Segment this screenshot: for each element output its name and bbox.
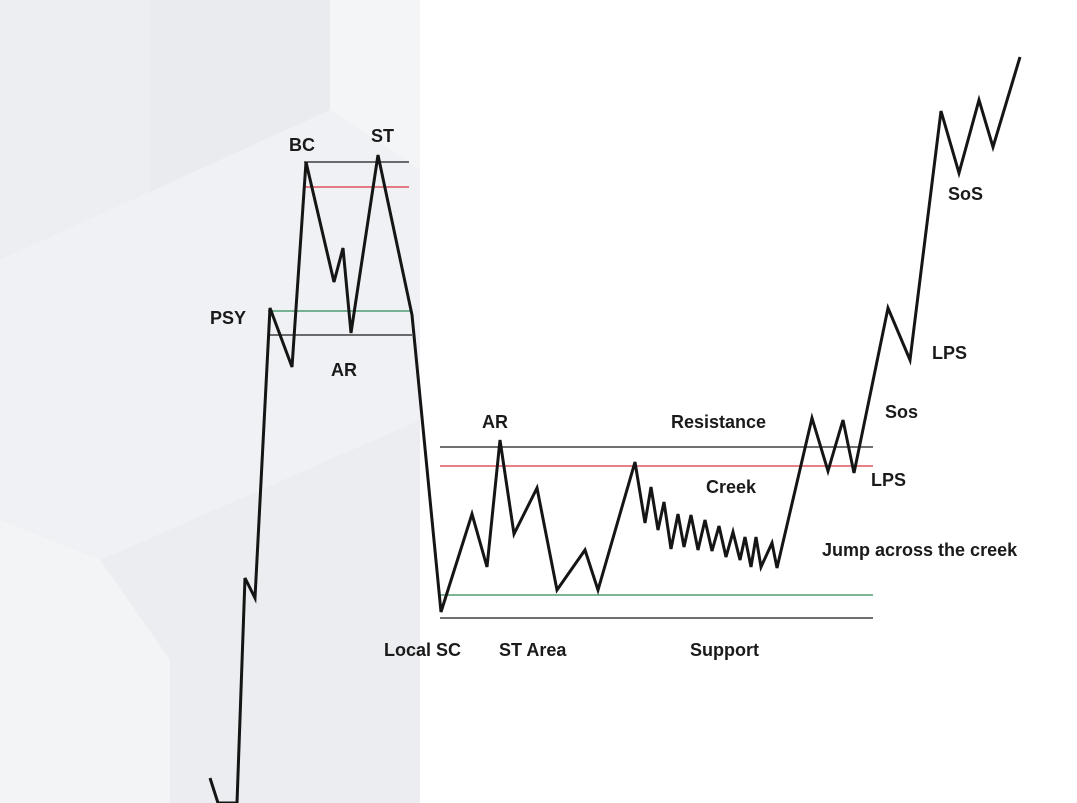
label-jump: Jump across the creek (822, 540, 1018, 560)
label-ar-range: AR (482, 412, 508, 432)
level-lines (268, 161, 873, 619)
label-sos-small: Sos (885, 402, 918, 422)
price-path (208, 56, 1022, 803)
label-psy: PSY (210, 308, 246, 328)
label-resistance: Resistance (671, 412, 766, 432)
labels: BC ST PSY AR AR Resistance Creek Jump ac… (210, 126, 1018, 660)
label-bc: BC (289, 135, 315, 155)
label-support: Support (690, 640, 759, 660)
label-st-area: ST Area (499, 640, 567, 660)
label-sos-big: SoS (948, 184, 983, 204)
label-lps-high: LPS (932, 343, 967, 363)
label-lps-low: LPS (871, 470, 906, 490)
label-ar-top: AR (331, 360, 357, 380)
label-local-sc: Local SC (384, 640, 461, 660)
label-st-top: ST (371, 126, 394, 146)
label-creek: Creek (706, 477, 757, 497)
background-pattern (0, 0, 420, 803)
